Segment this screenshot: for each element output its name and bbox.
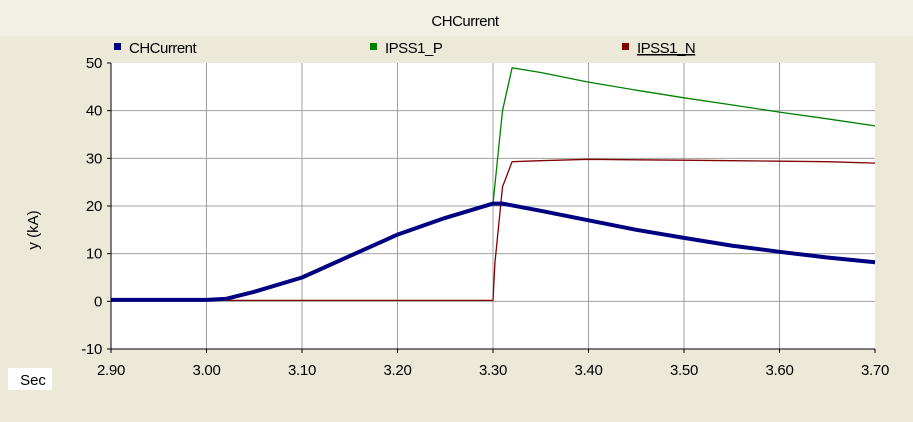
- y-tick-label: 20: [86, 198, 102, 215]
- title-bar: [0, 0, 913, 36]
- y-tick-label: 50: [86, 55, 102, 72]
- y-tick-label: -10: [81, 341, 102, 358]
- legend: CHCurrent IPSS1_P IPSS1_N: [114, 40, 696, 57]
- y-tick-label: 0: [94, 293, 102, 310]
- x-tick-label: 3.40: [575, 362, 603, 379]
- y-tick-label: 30: [86, 150, 102, 167]
- series-line-ipss1-n: [111, 158, 876, 302]
- x-axis-label: Sec: [20, 372, 46, 389]
- x-tick-label: 3.20: [384, 362, 412, 379]
- legend-swatch-chcurrent: [114, 43, 121, 50]
- x-tick-label: 3.30: [479, 362, 507, 379]
- grid: [111, 63, 875, 349]
- x-tick-label: 3.00: [193, 362, 221, 379]
- legend-label-ipss1-p: IPSS1_P: [385, 40, 443, 57]
- y-tick-label: 40: [86, 103, 102, 120]
- legend-label-chcurrent: CHCurrent: [129, 40, 198, 57]
- x-tick-label: 3.70: [861, 362, 889, 379]
- x-tick-label: 3.60: [766, 362, 794, 379]
- x-unit-box: [8, 368, 52, 390]
- series-line-chcurrent: [111, 201, 876, 302]
- x-tick-label: 2.90: [97, 362, 125, 379]
- axes: 2.90 3.00 3.10 3.20 3.30 3.40 3.50 3.60 3.70 50 40…: [81, 55, 889, 379]
- chart-title: CHCurrent: [431, 13, 500, 30]
- legend-swatch-ipss1-p: [370, 43, 377, 50]
- y-tick-label: 10: [86, 246, 102, 263]
- x-tick-label: 3.50: [670, 362, 698, 379]
- x-tick-label: 3.10: [288, 362, 316, 379]
- legend-label-ipss1-n: IPSS1_N: [637, 40, 695, 57]
- legend-swatch-ipss1-n: [622, 43, 629, 50]
- y-axis-label: y (kA): [25, 210, 42, 249]
- series-group: [111, 67, 876, 302]
